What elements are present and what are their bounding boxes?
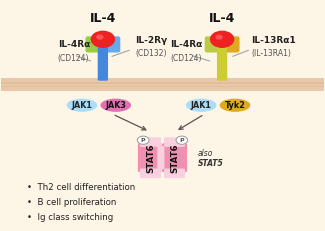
- Ellipse shape: [67, 99, 97, 112]
- FancyBboxPatch shape: [98, 41, 108, 81]
- Circle shape: [96, 34, 103, 40]
- Circle shape: [91, 31, 115, 48]
- Text: P: P: [179, 138, 184, 143]
- Text: also: also: [198, 149, 213, 158]
- FancyBboxPatch shape: [164, 137, 185, 147]
- Circle shape: [137, 136, 149, 144]
- FancyBboxPatch shape: [140, 169, 161, 178]
- Text: IL-4Rα: IL-4Rα: [58, 40, 90, 49]
- Text: Tyk2: Tyk2: [225, 101, 245, 110]
- Text: P: P: [141, 138, 146, 143]
- FancyBboxPatch shape: [137, 143, 163, 173]
- Text: IL-2Rγ: IL-2Rγ: [135, 36, 167, 45]
- Ellipse shape: [186, 99, 216, 112]
- Text: IL-4: IL-4: [209, 12, 235, 25]
- FancyBboxPatch shape: [100, 36, 120, 52]
- FancyBboxPatch shape: [85, 36, 106, 52]
- FancyBboxPatch shape: [157, 146, 164, 169]
- Circle shape: [210, 31, 234, 48]
- Text: (IL-13RA1): (IL-13RA1): [251, 49, 291, 58]
- FancyBboxPatch shape: [164, 169, 185, 178]
- Bar: [1, 78, 324, 91]
- Text: JAK1: JAK1: [72, 101, 92, 110]
- Text: •  B cell proliferation: • B cell proliferation: [27, 198, 117, 207]
- Text: STAT6: STAT6: [170, 143, 179, 173]
- Bar: [1, 82, 324, 84]
- Ellipse shape: [100, 99, 131, 112]
- FancyBboxPatch shape: [140, 137, 161, 147]
- FancyBboxPatch shape: [217, 41, 227, 81]
- Circle shape: [215, 34, 223, 40]
- FancyBboxPatch shape: [162, 143, 188, 173]
- Text: (CD124): (CD124): [58, 54, 89, 63]
- Ellipse shape: [220, 99, 250, 112]
- FancyBboxPatch shape: [205, 36, 225, 52]
- Text: JAK1: JAK1: [191, 101, 212, 110]
- Text: (CD132): (CD132): [135, 49, 167, 58]
- Text: STAT6: STAT6: [146, 143, 155, 173]
- Text: •  Th2 cell differentiation: • Th2 cell differentiation: [27, 183, 136, 192]
- Text: •  Ig class switching: • Ig class switching: [27, 213, 113, 222]
- Circle shape: [176, 136, 188, 144]
- Text: IL-4Rα: IL-4Rα: [171, 40, 203, 49]
- Bar: [1, 86, 324, 87]
- Text: JAK3: JAK3: [105, 101, 126, 110]
- Text: STAT5: STAT5: [198, 159, 224, 168]
- FancyBboxPatch shape: [219, 36, 240, 52]
- Text: IL-4: IL-4: [90, 12, 116, 25]
- Text: (CD124): (CD124): [171, 54, 202, 63]
- Text: IL-13Rα1: IL-13Rα1: [251, 36, 296, 45]
